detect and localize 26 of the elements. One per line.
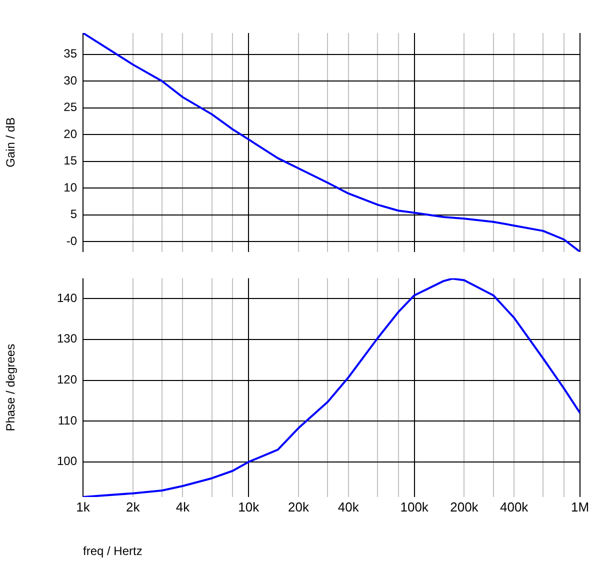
- y-tick-label: 100: [56, 454, 78, 468]
- x-tick-label: 200k: [450, 499, 479, 514]
- x-tick-label: 20k: [288, 499, 310, 514]
- x-tick-label: 1k: [76, 499, 90, 514]
- x-tick-label: 400k: [500, 499, 529, 514]
- y-axis-title: Gain / dB: [4, 117, 18, 168]
- y-tick-label: 25: [64, 100, 78, 114]
- y-tick-label: 140: [56, 290, 78, 305]
- y-tick-label: 15: [64, 154, 78, 168]
- x-tick-label: 4k: [176, 499, 190, 514]
- y-tick-label: 110: [58, 413, 78, 428]
- x-axis-title: freq / Hertz: [83, 544, 142, 558]
- x-tick-label: 40k: [338, 499, 360, 514]
- x-tick-label: 1M: [570, 499, 590, 514]
- y-tick-label: 20: [64, 126, 78, 141]
- x-tick-label: 2k: [126, 499, 140, 514]
- y-tick-label: 35: [64, 46, 78, 61]
- y-tick-label: -0: [66, 234, 78, 248]
- y-axis-title: Phase / degrees: [4, 344, 18, 432]
- y-tick-label: 120: [56, 372, 78, 387]
- y-tick-label: 130: [56, 332, 78, 346]
- x-tick-label: 100k: [400, 499, 429, 514]
- x-tick-label: 10k: [238, 499, 260, 514]
- y-tick-label: 10: [64, 180, 78, 194]
- y-tick-label: 30: [64, 73, 78, 88]
- y-tick-label: 5: [70, 207, 78, 222]
